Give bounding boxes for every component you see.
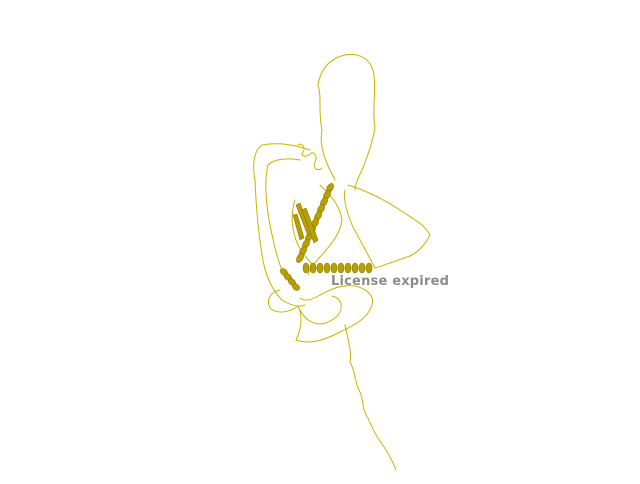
coil-left-inner [265,158,301,279]
coil-right-loop [343,184,431,269]
helix-horizontal [302,262,373,274]
coil-left-loop [253,143,311,307]
license-watermark: License expired [331,274,450,289]
coil-lower-cluster [267,285,374,343]
coil-tail [344,324,397,471]
helix-diagonal [296,183,334,263]
coil-top-loop [317,53,376,191]
coil-lower-loop-2 [299,295,342,325]
coil-small-squiggle [297,143,323,171]
beta-sheet [292,202,319,244]
helix-small-left [280,268,300,291]
